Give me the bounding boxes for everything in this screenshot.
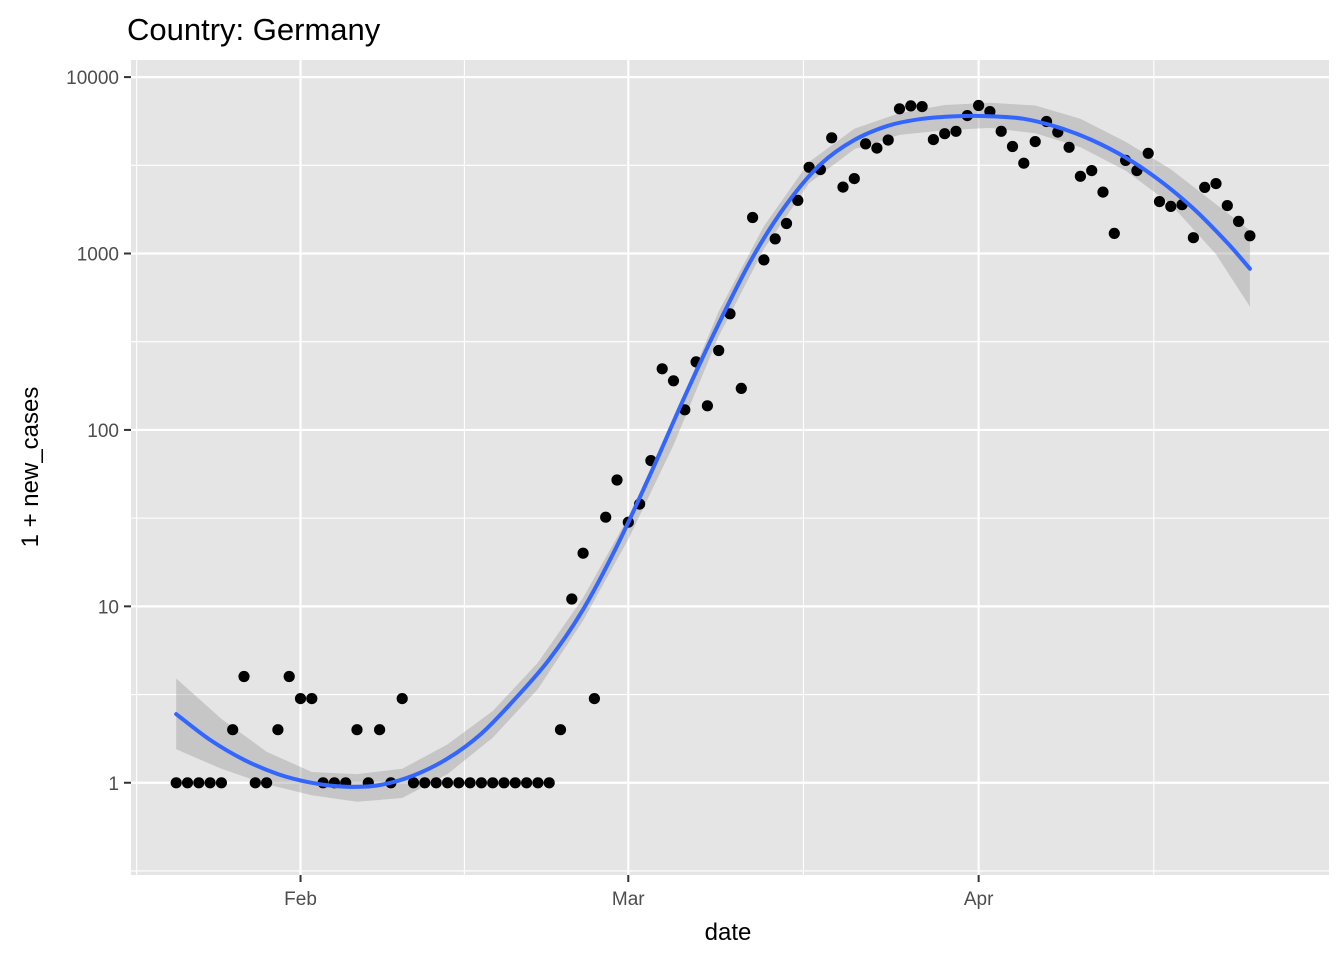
data-point	[758, 254, 770, 266]
data-point	[554, 724, 567, 736]
data-point	[1006, 140, 1019, 153]
data-point	[826, 132, 838, 144]
data-point	[939, 128, 951, 140]
data-point	[780, 217, 793, 230]
y-axis-title: 1 + new_cases	[17, 387, 44, 548]
data-point	[181, 777, 194, 789]
y-tick-label: 10	[98, 597, 119, 618]
data-point	[600, 511, 612, 523]
x-axis-title: date	[705, 919, 752, 946]
data-point	[170, 777, 182, 789]
major-gridlines	[131, 60, 1329, 875]
x-axis: Feb Mar Apr	[284, 875, 994, 910]
data-point	[927, 134, 940, 146]
data-point	[1018, 157, 1030, 169]
data-point	[430, 777, 442, 789]
data-point	[487, 777, 499, 789]
data-point	[1063, 141, 1075, 153]
data-point	[1086, 165, 1098, 177]
data-point	[419, 777, 431, 789]
data-point	[1221, 200, 1233, 212]
y-tick-label: 1	[108, 774, 119, 795]
x-tick-label: Apr	[964, 889, 994, 910]
y-tick-label: 1000	[77, 245, 119, 266]
data-point	[905, 100, 917, 112]
data-point	[351, 724, 363, 736]
data-point	[283, 670, 295, 683]
data-point	[1165, 200, 1177, 212]
confidence-band-layer	[176, 102, 1250, 802]
data-point	[249, 777, 261, 789]
data-point	[656, 363, 668, 375]
data-point	[464, 777, 476, 789]
data-point	[521, 777, 533, 789]
data-point	[950, 125, 962, 137]
data-point	[1142, 147, 1154, 159]
data-point	[1097, 186, 1109, 198]
data-point	[735, 382, 747, 394]
x-tick-label: Feb	[284, 889, 317, 910]
data-point	[1244, 230, 1256, 242]
data-point	[871, 142, 883, 154]
data-point	[577, 547, 589, 559]
data-point	[1199, 181, 1211, 193]
data-point	[272, 724, 284, 736]
data-point	[543, 777, 555, 789]
data-point	[453, 777, 465, 789]
data-point	[498, 777, 510, 789]
data-point	[407, 777, 420, 789]
data-point	[1074, 170, 1086, 182]
data-point	[1233, 215, 1245, 227]
data-point	[1029, 136, 1041, 148]
data-point	[724, 308, 736, 320]
data-point	[701, 400, 714, 412]
y-tick-label: 10000	[66, 68, 119, 89]
data-point	[306, 693, 318, 705]
data-point	[747, 211, 759, 224]
data-point	[893, 103, 906, 115]
plot-panel	[131, 60, 1329, 875]
data-point	[227, 724, 239, 736]
data-point	[238, 670, 250, 683]
trend-line-layer	[174, 113, 1252, 789]
data-point	[1187, 232, 1199, 244]
data-points-layer	[170, 99, 1256, 789]
data-point	[204, 777, 216, 789]
data-point	[882, 134, 894, 146]
data-point	[193, 777, 205, 789]
data-point	[532, 777, 544, 789]
data-point	[713, 344, 725, 357]
data-point	[667, 375, 680, 387]
data-point	[566, 593, 578, 605]
data-point	[1108, 227, 1120, 239]
chart-title: Country: Germany	[127, 12, 381, 47]
y-axis: 1 10 100 1000 10000	[66, 68, 131, 795]
data-point	[475, 777, 487, 789]
data-point	[509, 777, 521, 789]
confidence-band	[176, 102, 1250, 802]
data-point	[769, 233, 781, 245]
x-tick-label: Mar	[612, 889, 645, 910]
data-point	[995, 125, 1007, 137]
data-point	[215, 777, 227, 789]
trend-line	[174, 113, 1252, 789]
data-point	[396, 693, 408, 705]
data-point	[916, 101, 928, 113]
data-point	[792, 194, 804, 206]
data-point	[860, 138, 872, 150]
data-point	[441, 777, 454, 789]
data-point	[1153, 196, 1166, 208]
data-point	[848, 173, 860, 185]
minor-gridlines	[131, 60, 1329, 875]
data-point	[973, 99, 985, 112]
data-point	[1210, 178, 1222, 190]
data-point	[837, 181, 849, 193]
data-point	[374, 724, 386, 736]
data-point	[294, 693, 307, 705]
y-tick-label: 100	[87, 421, 119, 442]
data-point	[611, 474, 623, 486]
data-point	[261, 777, 273, 789]
data-point	[588, 693, 601, 705]
